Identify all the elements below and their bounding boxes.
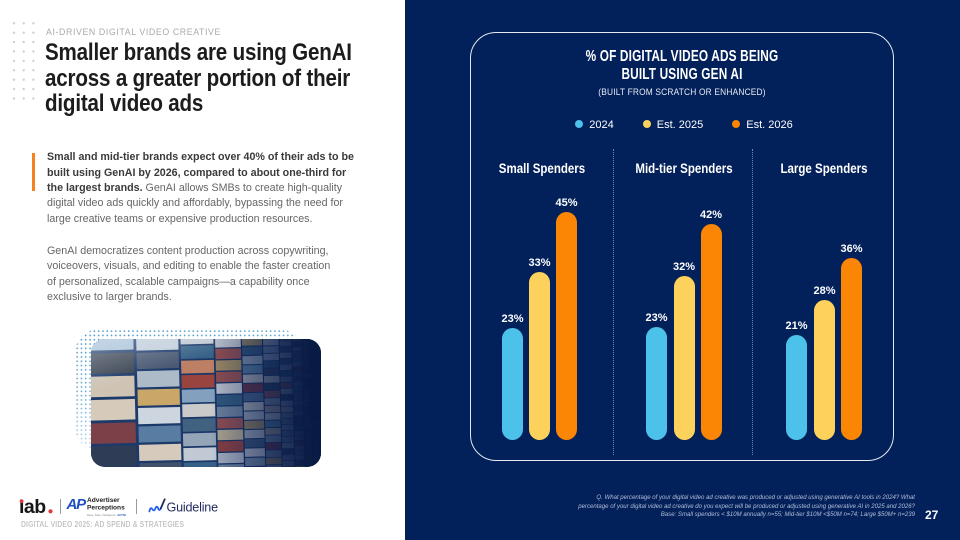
svg-text:AP: AP [66,496,87,513]
svg-text:Deep. Data. Intelligence. ACTI: Deep. Data. Intelligence. ACTIVATED [87,513,126,517]
svg-text:Guideline: Guideline [167,501,219,515]
svg-text:Perceptions: Perceptions [87,504,125,511]
svg-text:Advertiser: Advertiser [87,497,120,504]
svg-text:ıab: ıab [19,496,46,517]
